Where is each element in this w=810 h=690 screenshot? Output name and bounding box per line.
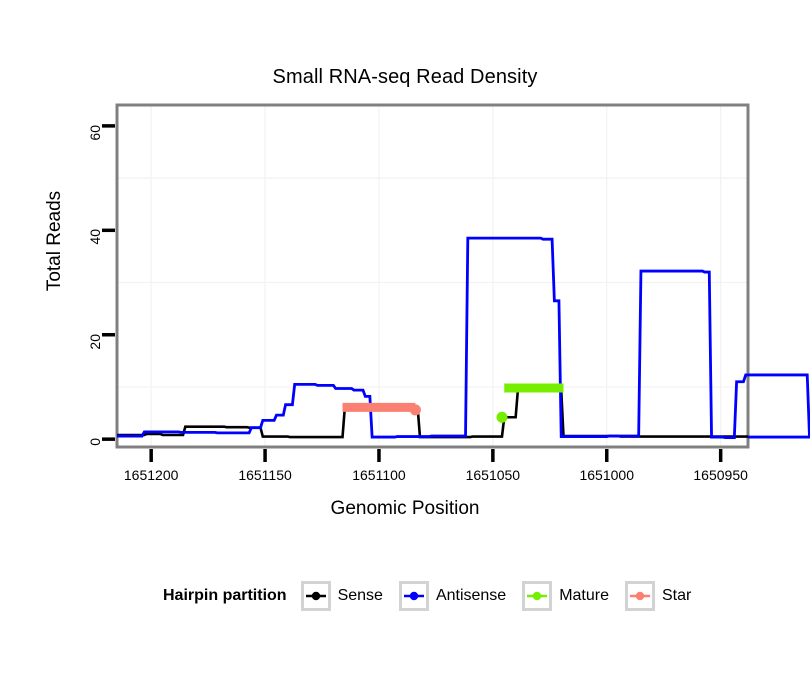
x-tick-label: 1651100	[352, 467, 406, 483]
axis-ticks	[102, 124, 723, 462]
y-tick-label: 40	[87, 229, 103, 245]
x-tick-label: 1651150	[238, 467, 292, 483]
x-axis-label: Genomic Position	[330, 498, 480, 519]
annotation-point-star	[409, 404, 421, 416]
legend-entry-star[interactable]: Star	[625, 581, 701, 611]
legend-entry-antisense[interactable]: Antisense	[398, 581, 516, 611]
legend-entry-mature[interactable]: Mature	[522, 581, 619, 611]
legend-key-mature-icon	[522, 581, 553, 611]
chart-legend: Hairpin partition Sense Antisense Mature St…	[0, 578, 810, 614]
legend-label: Antisense	[435, 587, 507, 604]
legend-label: Sense	[337, 587, 383, 604]
gridlines	[117, 105, 748, 447]
legend-entry-sense[interactable]: Sense	[300, 581, 393, 611]
legend-key-sense-icon	[300, 581, 331, 611]
legend-label: Star	[662, 587, 692, 604]
legend-title: Hairpin partition	[163, 587, 287, 604]
y-tick-label: 0	[87, 438, 103, 446]
series-line-sense	[117, 388, 748, 439]
x-tick-label: 1651050	[465, 467, 521, 483]
series-line-antisense	[117, 236, 810, 439]
annotation-point-mature	[496, 411, 508, 423]
x-tick-label: 1651200	[123, 467, 179, 483]
x-tick-label: 1650950	[693, 467, 748, 483]
legend-label: Mature	[559, 587, 609, 604]
y-tick-label: 20	[87, 333, 103, 350]
legend-key-star-icon	[625, 581, 655, 611]
plot-frame	[115, 103, 750, 449]
legend-key-antisense-icon	[398, 581, 429, 611]
data-series	[117, 236, 810, 439]
chart-title: Small RNA-seq Read Density	[272, 66, 538, 88]
y-tick-label: 60	[87, 124, 103, 141]
x-tick-label: 1651000	[579, 467, 634, 483]
